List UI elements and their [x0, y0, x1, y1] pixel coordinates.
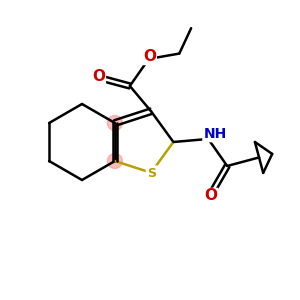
Circle shape	[107, 116, 122, 130]
Text: O: O	[205, 188, 218, 203]
Text: S: S	[148, 167, 157, 180]
Circle shape	[107, 154, 122, 169]
Text: O: O	[92, 69, 105, 84]
Text: O: O	[143, 50, 156, 64]
Text: NH: NH	[204, 127, 227, 141]
